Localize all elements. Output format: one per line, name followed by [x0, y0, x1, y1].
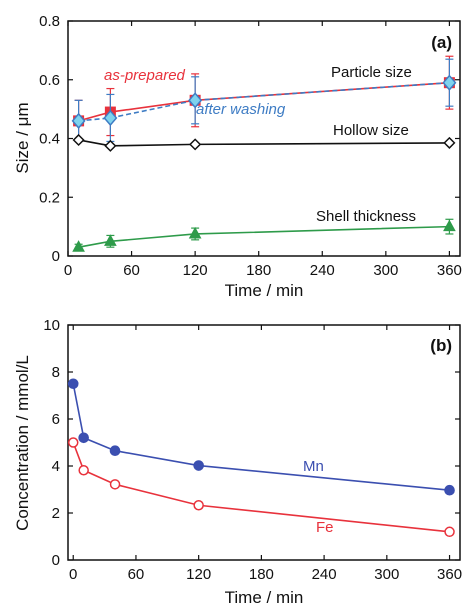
series-group-a [71, 55, 457, 252]
annotation-particle-size: Particle size [331, 64, 412, 81]
annotation-mn: Mn [303, 458, 324, 475]
data-point-hollow-size [72, 133, 85, 147]
series-line-mn [72, 383, 450, 492]
annotation-after-washing: after washing [196, 101, 286, 118]
data-point-fe [193, 499, 204, 511]
data-point-after-washing [188, 92, 203, 109]
series-line-after-washing [78, 81, 450, 122]
data-point-shell-thickness [104, 234, 117, 246]
x-axis-title-a: Time / min [225, 281, 304, 300]
y-axis-title-b: Concentration / mmol/L [13, 355, 32, 531]
y-tick-label: 0.2 [39, 189, 60, 206]
series-line-fe [72, 442, 450, 533]
data-point-hollow-size [443, 136, 456, 149]
x-tick-label: 300 [373, 262, 398, 279]
data-point-mn [109, 445, 121, 457]
data-point-hollow-size [189, 138, 202, 151]
x-tick-label: 240 [310, 262, 335, 279]
annotation-shell-thickness: Shell thickness [316, 208, 416, 225]
data-point-after-washing [442, 74, 457, 91]
x-tick-label: 60 [123, 262, 140, 279]
data-point-shell-thickness [443, 219, 456, 232]
x-tick-label: 60 [128, 566, 145, 583]
x-tick-label: 0 [69, 566, 77, 583]
annotation-as-prepared: as-prepared [104, 67, 186, 84]
annotation-hollow-size: Hollow size [333, 122, 409, 139]
data-point-mn [193, 460, 204, 471]
x-tick-label: 120 [186, 566, 211, 583]
data-point-after-washing [71, 112, 86, 130]
panel-b: 0 60 120 180 240 300 360 0 2 4 6 8 10 (b) Time / min… [13, 317, 462, 607]
series-line-as-prepared [78, 81, 450, 122]
annotation-fe: Fe [316, 519, 334, 536]
panel-label-a: (a) [431, 33, 452, 52]
x-tick-label: 180 [249, 566, 274, 583]
y-tick-label: 6 [52, 411, 60, 428]
axis-ticks-a: 0 60 120 180 240 300 360 0 0.2 0.4 0.6 0.8 [39, 13, 462, 279]
y-axis-title-a: Size / μm [13, 102, 32, 173]
y-tick-label: 10 [43, 317, 60, 334]
y-tick-label: 2 [52, 505, 60, 522]
x-tick-label: 360 [437, 262, 462, 279]
y-tick-label: 0.4 [39, 131, 60, 148]
data-point-mn [444, 484, 455, 496]
data-point-fe [67, 437, 79, 448]
x-tick-label: 360 [437, 566, 462, 583]
data-point-shell-thickness [188, 226, 202, 239]
x-tick-label: 240 [312, 566, 337, 583]
x-tick-label: 0 [64, 262, 72, 279]
y-tick-label: 0 [52, 552, 60, 569]
data-point-hollow-size [104, 139, 117, 152]
y-tick-label: 0 [52, 248, 60, 265]
panel-a: 0 60 120 180 240 300 360 0 0.2 0.4 0.6 0.8 (a) Time… [13, 13, 462, 300]
data-point-after-washing [103, 109, 118, 127]
x-axis-title-b: Time / min [225, 588, 304, 607]
series-line-shell-thickness [78, 225, 450, 248]
plot-frame-b [67, 324, 461, 561]
data-point-shell-thickness [72, 240, 85, 252]
axis-ticks-b: 0 60 120 180 240 300 360 0 2 4 6 8 10 [43, 317, 462, 583]
x-tick-label: 180 [246, 262, 271, 279]
data-point-fe [78, 464, 89, 476]
panel-label-b: (b) [430, 336, 452, 355]
series-line-hollow-size [78, 139, 450, 147]
x-tick-label: 300 [374, 566, 399, 583]
y-tick-label: 0.6 [39, 72, 60, 89]
data-point-fe [109, 479, 121, 490]
y-tick-label: 4 [52, 458, 60, 475]
data-point-mn [67, 378, 79, 390]
x-tick-label: 120 [183, 262, 208, 279]
data-point-mn [78, 432, 89, 444]
y-tick-label: 8 [52, 364, 60, 381]
data-point-fe [444, 526, 455, 538]
y-tick-label: 0.8 [39, 13, 60, 30]
series-group-b [67, 378, 455, 538]
